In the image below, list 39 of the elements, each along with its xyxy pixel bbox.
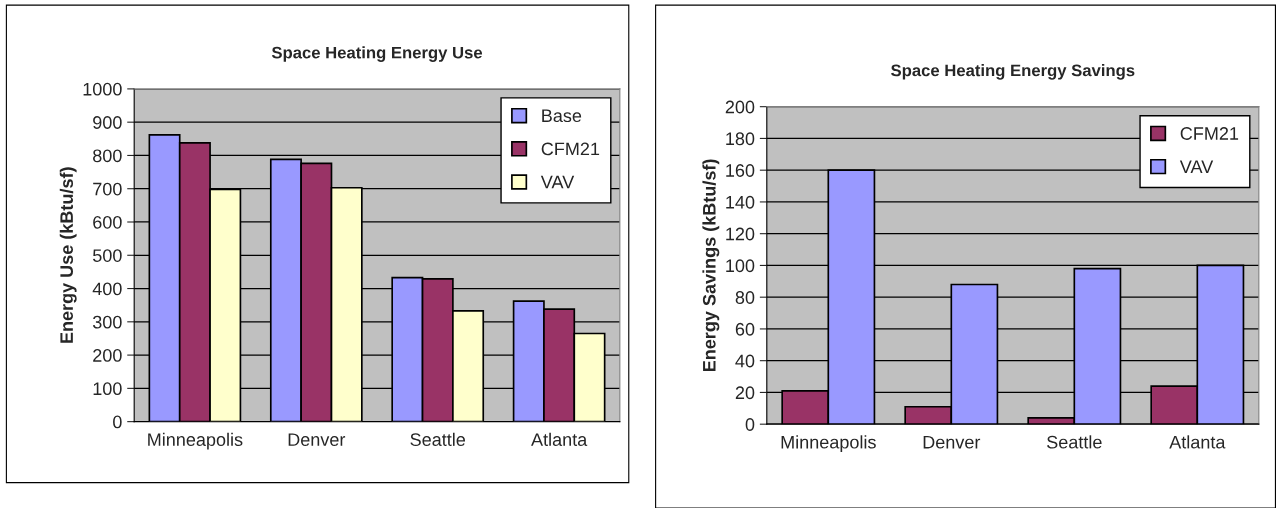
y-tick-label: 0 [113, 415, 122, 429]
y-tick-label: 200 [93, 349, 122, 362]
y-tick-label: 0 [745, 418, 755, 431]
y-tick-label: 600 [93, 215, 122, 229]
legend-label: CFM21 [541, 142, 600, 156]
y-tick-label: 180 [726, 132, 755, 146]
x-tick-label: Atlanta [531, 432, 588, 447]
y-tick-label: 1000 [83, 82, 122, 96]
legend-label: Base [542, 109, 582, 123]
y-tick-label: 300 [92, 315, 122, 329]
y-tick-label: 120 [726, 227, 755, 241]
y-tick-label: 160 [726, 164, 755, 177]
x-tick-label: Minneapolis [781, 435, 876, 453]
x-tick-label: Denver [923, 435, 981, 449]
chart-title: Space Heating Energy Savings [891, 64, 1135, 80]
x-tick-label: Seattle [1047, 435, 1102, 449]
y-tick-label: 800 [93, 149, 122, 163]
y-tick-label: 140 [726, 195, 755, 209]
y-tick-label: 900 [93, 116, 122, 129]
y-tick-label: 40 [735, 354, 755, 368]
y-axis-title: Energy Use (kBtu/sf) [59, 167, 77, 343]
y-tick-label: 700 [93, 182, 122, 196]
x-tick-label: Denver [288, 433, 346, 447]
y-tick-label: 400 [92, 282, 122, 296]
y-tick-label: 100 [726, 259, 755, 273]
legend-label: CFM21 [1180, 127, 1239, 140]
legend-label: VAV [540, 175, 575, 189]
y-tick-label: 20 [735, 386, 755, 400]
y-tick-label: 80 [735, 291, 755, 304]
y-tick-label: 60 [735, 322, 755, 336]
x-tick-label: Minneapolis [148, 432, 243, 450]
x-tick-label: Seattle [410, 432, 466, 447]
y-tick-label: 100 [93, 382, 122, 396]
legend-label: VAV [1179, 160, 1214, 173]
chart-title: Space Heating Energy Use [271, 46, 483, 62]
y-axis-title: Energy Savings (kBtu/sf) [702, 159, 720, 372]
y-tick-label: 200 [725, 100, 755, 114]
x-tick-label: Atlanta [1169, 435, 1226, 449]
y-tick-label: 500 [92, 249, 122, 262]
